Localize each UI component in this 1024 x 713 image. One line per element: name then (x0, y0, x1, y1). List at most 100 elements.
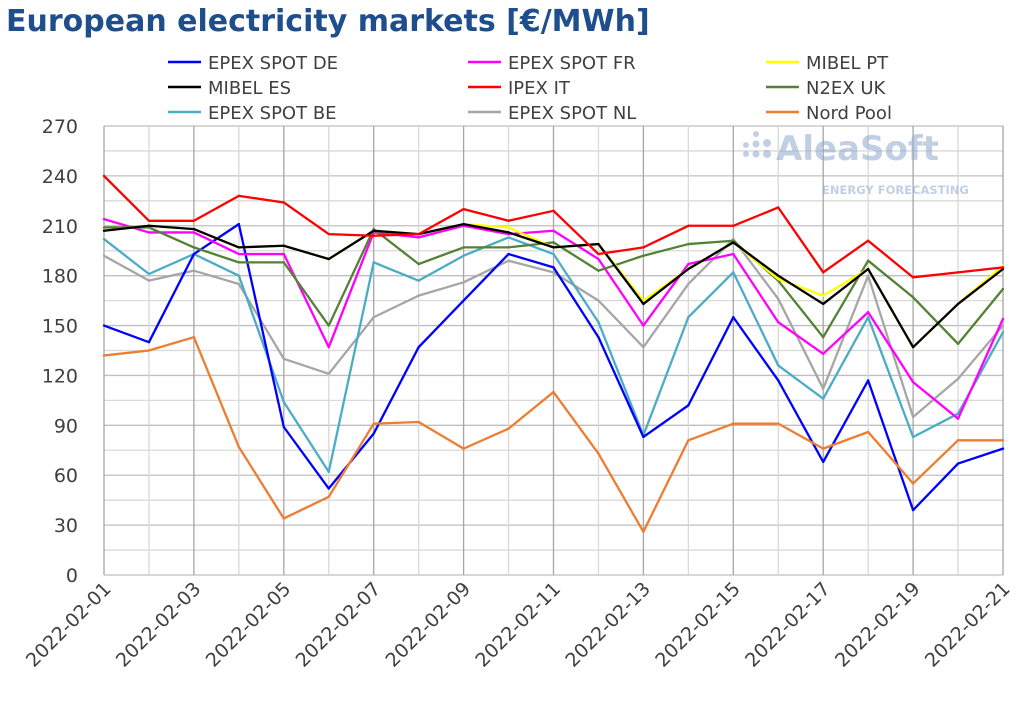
data-point (417, 232, 420, 236)
data-point (102, 174, 106, 178)
axes: 03060901201501802102402702022-02-012022-… (22, 116, 1015, 672)
data-point (237, 274, 241, 277)
data-point (102, 229, 106, 232)
data-point (507, 219, 510, 222)
data-point (642, 324, 645, 327)
data-point (777, 364, 780, 367)
data-point (822, 387, 825, 390)
data-point (866, 316, 870, 319)
data-point (777, 297, 780, 301)
data-point (866, 274, 870, 277)
data-point (642, 435, 645, 439)
data-point (687, 439, 690, 442)
data-point (507, 226, 510, 229)
data-point (102, 254, 106, 257)
data-point (327, 345, 330, 349)
data-point (282, 201, 285, 204)
y-tick-label: 210 (42, 216, 78, 238)
y-tick-label: 0 (66, 565, 78, 587)
x-tick-label: 2022-02-03 (112, 578, 206, 672)
data-point (822, 460, 825, 464)
logo-dots-icon (743, 131, 771, 158)
data-point (552, 266, 555, 269)
legend-label: MIBEL ES (208, 78, 291, 99)
x-tick-label: 2022-02-01 (22, 578, 116, 672)
x-tick-label: 2022-02-17 (741, 578, 835, 672)
data-point (192, 219, 196, 222)
x-tick-label: 2022-02-15 (651, 578, 745, 672)
data-point (732, 224, 735, 227)
data-point (327, 324, 330, 327)
y-tick-label: 90 (54, 415, 78, 437)
data-point (732, 271, 735, 274)
data-point (507, 259, 510, 262)
data-point (552, 241, 555, 244)
y-tick-label: 150 (42, 316, 78, 338)
legend-item: Nord Pool (766, 103, 892, 124)
data-point (732, 316, 735, 319)
data-point (777, 379, 780, 382)
x-tick-label: 2022-02-05 (202, 578, 296, 672)
legend-label: IPEX IT (508, 78, 571, 99)
data-point (866, 311, 870, 314)
data-point (642, 254, 645, 257)
data-point (642, 299, 645, 302)
data-point (822, 302, 825, 306)
data-point (237, 282, 241, 286)
data-point (462, 299, 465, 302)
data-point (822, 397, 825, 400)
data-point (147, 219, 151, 222)
legend-label: EPEX SPOT FR (508, 53, 636, 74)
data-point (687, 282, 690, 286)
x-tick-label: 2022-02-11 (471, 578, 565, 672)
data-point (777, 422, 780, 425)
data-point (911, 482, 915, 485)
x-tick-label: 2022-02-21 (921, 578, 1015, 672)
data-point (597, 452, 600, 455)
data-point (597, 242, 600, 246)
watermark-tagline: ENERGY FORECASTING (822, 183, 969, 197)
data-point (372, 316, 375, 319)
data-point (956, 302, 960, 306)
data-point (597, 321, 600, 324)
data-point (282, 261, 285, 264)
data-point (102, 237, 106, 241)
data-point (597, 252, 600, 256)
series-epex-spot-de (102, 222, 1005, 512)
data-point (237, 246, 241, 249)
data-point (282, 244, 285, 247)
data-point (417, 345, 420, 349)
data-point (102, 354, 106, 357)
data-point (552, 390, 555, 394)
data-point (687, 262, 690, 266)
data-point (417, 294, 420, 297)
data-point (687, 316, 690, 319)
data-point (462, 246, 465, 249)
data-point (102, 324, 106, 327)
legend-item: EPEX SPOT DE (168, 53, 338, 74)
data-point (1001, 439, 1005, 442)
data-point (192, 246, 196, 249)
data-point (372, 229, 375, 232)
data-point (687, 267, 690, 271)
data-point (777, 206, 780, 209)
legend-label: EPEX SPOT NL (508, 103, 636, 124)
data-point (147, 340, 151, 344)
data-point (192, 335, 196, 339)
legend-item: EPEX SPOT BE (168, 103, 337, 124)
data-point (147, 231, 151, 234)
data-point (327, 470, 330, 474)
data-point (732, 239, 735, 242)
data-point (822, 352, 825, 356)
legend: EPEX SPOT DE EPEX SPOT FR MIBEL PT MIBEL ES… (168, 53, 892, 124)
series-n2ex-uk (102, 226, 1005, 346)
data-point (866, 259, 870, 262)
data-point (237, 445, 241, 449)
data-point (147, 279, 151, 282)
data-point (417, 420, 420, 424)
legend-item: MIBEL PT (766, 53, 889, 74)
data-point (866, 379, 870, 382)
y-tick-label: 120 (42, 365, 78, 387)
data-point (147, 349, 151, 352)
